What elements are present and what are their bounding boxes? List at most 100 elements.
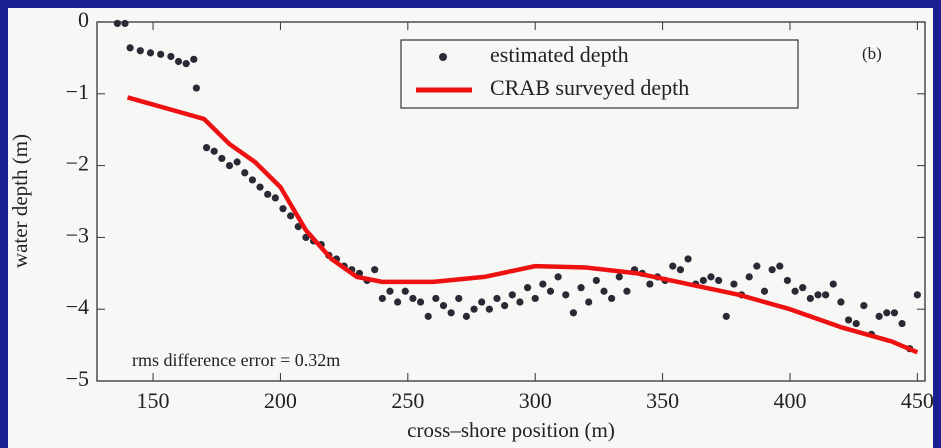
data-point bbox=[776, 262, 784, 270]
data-point bbox=[768, 266, 776, 274]
data-point bbox=[279, 205, 287, 213]
data-point bbox=[913, 291, 921, 299]
data-point bbox=[439, 302, 448, 310]
data-point bbox=[174, 57, 183, 66]
data-point bbox=[623, 287, 631, 295]
data-point bbox=[822, 291, 830, 299]
data-point bbox=[875, 312, 883, 320]
data-point bbox=[760, 287, 769, 295]
y-axis-label: water depth (m) bbox=[8, 134, 32, 268]
data-point bbox=[783, 276, 792, 285]
data-point bbox=[546, 287, 555, 295]
data-point bbox=[715, 276, 723, 285]
data-point bbox=[192, 84, 200, 92]
data-point bbox=[485, 305, 493, 313]
data-point bbox=[722, 312, 730, 320]
data-point bbox=[416, 298, 425, 306]
data-point bbox=[745, 273, 753, 281]
y-tick-label: −4 bbox=[66, 294, 89, 319]
data-point bbox=[409, 294, 417, 303]
plot-frame bbox=[96, 21, 926, 382]
y-tick-label: −3 bbox=[66, 222, 89, 247]
data-point bbox=[447, 309, 455, 317]
data-point bbox=[669, 262, 677, 270]
data-point bbox=[646, 280, 654, 288]
data-point bbox=[121, 19, 129, 28]
data-point bbox=[294, 223, 302, 231]
data-point bbox=[146, 49, 155, 57]
data-point bbox=[684, 255, 692, 263]
data-point bbox=[585, 298, 593, 306]
legend-marker bbox=[439, 53, 447, 61]
data-point bbox=[157, 50, 165, 58]
annotation: rms difference error = 0.32m bbox=[132, 350, 340, 370]
data-point bbox=[386, 287, 394, 295]
data-point bbox=[791, 287, 799, 295]
data-point bbox=[167, 52, 175, 61]
x-tick-label: 200 bbox=[264, 388, 297, 413]
data-point bbox=[799, 284, 807, 292]
data-point bbox=[493, 294, 501, 303]
data-point bbox=[136, 47, 144, 55]
data-point bbox=[699, 276, 707, 285]
data-point bbox=[394, 298, 402, 306]
data-point bbox=[608, 294, 616, 303]
data-point bbox=[577, 284, 585, 292]
data-point bbox=[569, 309, 578, 317]
x-tick-label: 400 bbox=[773, 388, 806, 413]
x-tick-label: 350 bbox=[646, 388, 679, 413]
data-point bbox=[241, 169, 249, 177]
data-point bbox=[432, 294, 440, 303]
data-point bbox=[478, 298, 486, 306]
data-point bbox=[271, 194, 279, 202]
data-point bbox=[248, 176, 257, 184]
data-point bbox=[829, 280, 837, 288]
data-point bbox=[455, 294, 463, 303]
data-point bbox=[516, 298, 524, 306]
legend-label: CRAB surveyed depth bbox=[490, 75, 689, 100]
data-point bbox=[113, 19, 121, 28]
panel-label: (b) bbox=[862, 44, 882, 63]
data-point bbox=[562, 291, 570, 299]
data-point bbox=[218, 154, 226, 163]
data-line bbox=[126, 95, 919, 355]
data-point bbox=[225, 162, 234, 170]
y-tick-label: −5 bbox=[66, 366, 89, 391]
data-point bbox=[883, 309, 891, 317]
data-point bbox=[424, 312, 432, 320]
data-point bbox=[508, 291, 516, 299]
x-tick-label: 250 bbox=[391, 388, 424, 413]
data-point bbox=[676, 266, 685, 274]
data-point bbox=[264, 190, 272, 198]
data-point bbox=[233, 158, 241, 166]
data-point bbox=[592, 276, 600, 285]
data-point bbox=[470, 305, 478, 313]
x-tick-label: 300 bbox=[519, 388, 552, 413]
data-point bbox=[806, 294, 814, 303]
data-point bbox=[378, 294, 386, 303]
y-tick-label: −1 bbox=[66, 79, 89, 104]
data-point bbox=[287, 212, 295, 220]
y-tick-label: −2 bbox=[66, 151, 89, 176]
data-point bbox=[600, 287, 608, 295]
legend-box bbox=[400, 39, 799, 109]
data-point bbox=[539, 280, 547, 288]
data-point bbox=[852, 319, 860, 328]
data-point bbox=[462, 312, 471, 320]
data-point bbox=[182, 60, 190, 68]
data-point bbox=[371, 266, 379, 274]
data-point bbox=[837, 298, 845, 306]
data-point bbox=[531, 294, 539, 303]
data-point bbox=[898, 319, 906, 328]
data-point bbox=[860, 302, 868, 310]
data-point bbox=[707, 273, 715, 281]
data-point bbox=[554, 273, 562, 281]
data-point bbox=[730, 280, 738, 288]
y-tick-label: 0 bbox=[78, 7, 89, 32]
data-point bbox=[890, 309, 899, 317]
data-point bbox=[615, 273, 623, 281]
data-point bbox=[523, 284, 532, 292]
data-point bbox=[126, 44, 134, 52]
x-axis-label: cross–shore position (m) bbox=[407, 418, 615, 442]
